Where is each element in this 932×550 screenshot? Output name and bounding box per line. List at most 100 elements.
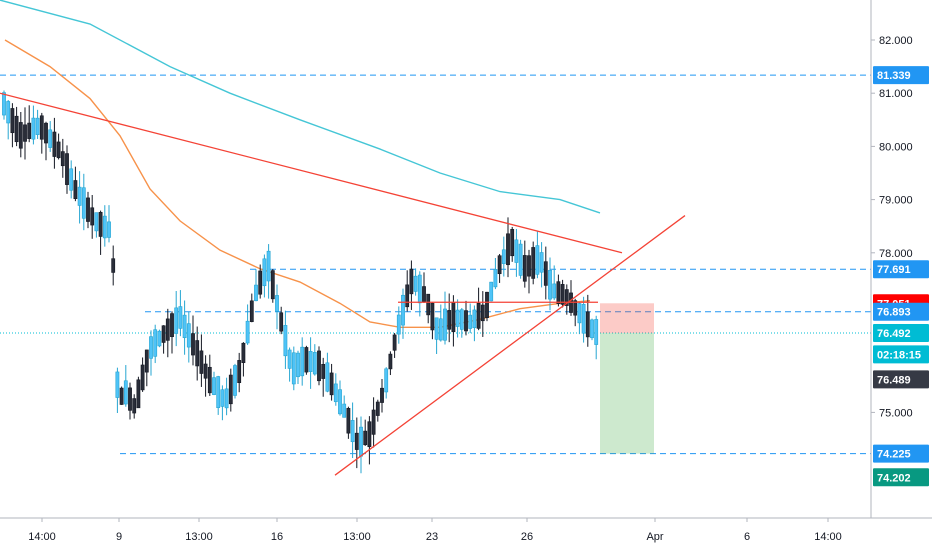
candle-body-19 — [81, 187, 86, 219]
candle-body-87 — [367, 421, 372, 448]
candle-body-111 — [468, 314, 473, 329]
candle-body-126 — [531, 247, 536, 279]
candle-body-130 — [548, 269, 552, 300]
candle-body-141 — [594, 319, 599, 345]
candle-body-44 — [186, 323, 191, 348]
candle-body-75 — [317, 350, 321, 382]
candle-body-13 — [56, 141, 61, 159]
candle-body-52 — [220, 389, 225, 407]
candle-body-18 — [77, 186, 82, 206]
price-tag-label-5: 02:18:15 — [877, 349, 921, 361]
candle-body-12 — [52, 131, 57, 157]
candle-body-14 — [60, 151, 65, 167]
candle-body-85 — [359, 426, 363, 457]
candle-body-116 — [489, 281, 494, 302]
candle-body-71 — [300, 346, 305, 377]
candle-body-132 — [556, 281, 561, 304]
candle-body-76 — [321, 364, 326, 379]
candle-body-2 — [10, 108, 15, 134]
time-tick-label-9: 14:00 — [814, 531, 842, 543]
candle-body-140 — [590, 319, 594, 339]
candle-body-125 — [527, 255, 531, 277]
candle-body-104 — [438, 318, 443, 341]
candle-body-60 — [254, 284, 258, 302]
candle-body-139 — [585, 311, 590, 338]
candle-body-80 — [338, 389, 342, 415]
candle-body-4 — [18, 122, 23, 149]
candle-body-70 — [296, 352, 300, 378]
candle-body-113 — [476, 303, 481, 329]
price-tick-label-3: 79.000 — [879, 195, 913, 207]
candle-body-97 — [409, 268, 414, 295]
candle-body-74 — [312, 352, 317, 375]
candle-body-131 — [552, 283, 557, 299]
candle-body-62 — [262, 258, 267, 287]
candle-body-129 — [543, 261, 548, 286]
candle-body-98 — [413, 275, 418, 292]
candle-body-48 — [203, 363, 208, 379]
candle-body-16 — [69, 168, 74, 191]
candle-body-58 — [245, 320, 250, 344]
candle-body-106 — [447, 310, 452, 330]
candle-body-120 — [506, 233, 510, 266]
candle-body-128 — [539, 252, 544, 273]
candle-body-133 — [560, 284, 565, 305]
candle-body-10 — [44, 122, 48, 144]
price-tag-label-8: 74.202 — [877, 472, 911, 484]
stop-loss-zone — [600, 303, 654, 334]
candle-body-40 — [170, 313, 174, 338]
time-tick-label-8: 6 — [744, 531, 750, 543]
moving-average-line-0 — [0, 0, 601, 214]
candle-body-21 — [90, 207, 95, 226]
candle-body-54 — [228, 374, 233, 405]
price-tag-label-1: 77.691 — [877, 264, 911, 276]
price-tick-label-0: 82.000 — [879, 35, 913, 47]
candle-body-102 — [430, 302, 435, 331]
price-tag-label-3: 76.893 — [877, 307, 911, 319]
candle-body-89 — [375, 401, 380, 416]
candle-body-29 — [123, 380, 128, 405]
candle-body-119 — [501, 249, 506, 264]
price-tag-box-7 — [873, 444, 929, 463]
price-tag-box-3 — [873, 302, 929, 321]
candle-body-92 — [388, 353, 393, 370]
candle-body-22 — [94, 212, 99, 232]
candle-body-43 — [182, 314, 187, 339]
candle-body-101 — [426, 293, 431, 316]
candle-body-56 — [237, 360, 242, 384]
candle-body-110 — [464, 310, 468, 332]
candle-body-69 — [291, 352, 296, 385]
candle-body-59 — [249, 300, 254, 322]
candle-body-91 — [384, 368, 389, 393]
candle-body-138 — [581, 303, 586, 334]
time-tick-label-5: 23 — [426, 531, 438, 543]
candle-body-3 — [14, 115, 19, 143]
candle-body-88 — [371, 409, 376, 435]
price-tag-label-0: 81.339 — [877, 70, 911, 82]
candle-body-72 — [304, 347, 309, 373]
candle-body-63 — [266, 250, 271, 282]
candle-body-84 — [354, 432, 359, 450]
candle-body-90 — [380, 387, 384, 403]
candle-body-33 — [140, 364, 145, 391]
candle-body-45 — [191, 333, 195, 356]
candle-body-112 — [472, 309, 477, 329]
candle-body-26 — [111, 258, 116, 273]
time-tick-label-1: 9 — [116, 531, 122, 543]
price-tick-label-5: 75.000 — [879, 407, 913, 419]
candle-body-41 — [174, 307, 179, 334]
candle-body-61 — [258, 270, 263, 295]
candle-body-35 — [149, 336, 153, 359]
candle-body-93 — [392, 334, 397, 351]
time-tick-label-3: 16 — [271, 531, 283, 543]
candle-body-105 — [443, 308, 447, 341]
candle-body-65 — [275, 295, 279, 312]
candle-body-38 — [161, 325, 166, 343]
candle-body-46 — [195, 340, 200, 367]
candle-body-0 — [2, 92, 6, 116]
candle-body-73 — [308, 351, 313, 372]
candle-body-57 — [241, 342, 246, 363]
candle-body-107 — [451, 302, 456, 333]
